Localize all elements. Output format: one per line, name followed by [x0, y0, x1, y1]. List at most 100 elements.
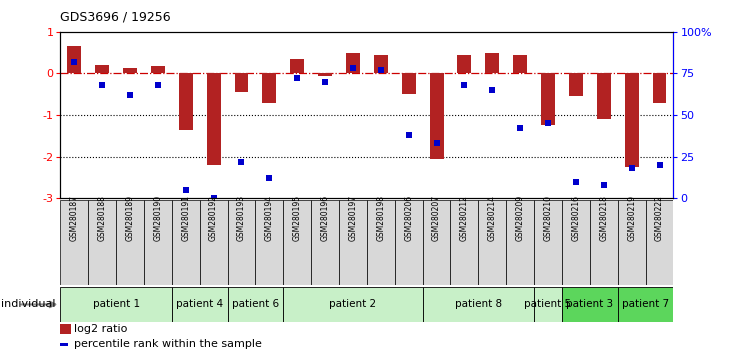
FancyBboxPatch shape	[618, 200, 645, 285]
Text: log2 ratio: log2 ratio	[74, 324, 127, 334]
Text: patient 5: patient 5	[525, 299, 572, 309]
FancyBboxPatch shape	[116, 200, 144, 285]
FancyBboxPatch shape	[562, 287, 618, 322]
FancyBboxPatch shape	[227, 287, 283, 322]
Text: patient 3: patient 3	[566, 299, 613, 309]
Point	[431, 141, 442, 146]
FancyBboxPatch shape	[171, 200, 199, 285]
FancyBboxPatch shape	[618, 287, 673, 322]
FancyBboxPatch shape	[144, 200, 171, 285]
Point	[403, 132, 414, 138]
Point	[124, 92, 136, 98]
FancyBboxPatch shape	[422, 200, 450, 285]
Bar	[458, 55, 471, 74]
Text: GSM280191: GSM280191	[181, 195, 191, 241]
Text: GSM280187: GSM280187	[70, 195, 79, 241]
Bar	[318, 74, 332, 75]
Point	[291, 76, 303, 81]
FancyBboxPatch shape	[534, 287, 562, 322]
FancyBboxPatch shape	[562, 200, 590, 285]
Point	[263, 176, 275, 181]
Point	[486, 87, 498, 93]
Bar	[346, 53, 360, 74]
FancyBboxPatch shape	[255, 200, 283, 285]
FancyBboxPatch shape	[422, 287, 534, 322]
Text: patient 2: patient 2	[330, 299, 377, 309]
Bar	[290, 59, 304, 74]
FancyBboxPatch shape	[367, 200, 394, 285]
Text: patient 6: patient 6	[232, 299, 279, 309]
Point	[208, 195, 219, 201]
FancyBboxPatch shape	[171, 287, 227, 322]
Text: GSM280222: GSM280222	[655, 195, 664, 241]
Text: GSM280197: GSM280197	[348, 195, 358, 241]
Text: GSM280209: GSM280209	[516, 195, 525, 241]
Bar	[541, 74, 555, 125]
Text: GSM280216: GSM280216	[571, 195, 581, 241]
FancyBboxPatch shape	[394, 200, 422, 285]
Bar	[625, 74, 639, 167]
Point	[654, 162, 665, 168]
FancyBboxPatch shape	[60, 287, 171, 322]
Text: GSM280190: GSM280190	[153, 195, 163, 241]
Point	[626, 165, 637, 171]
Point	[542, 120, 554, 126]
Point	[598, 182, 609, 188]
Bar	[402, 74, 416, 94]
Text: GSM280189: GSM280189	[126, 195, 135, 241]
FancyBboxPatch shape	[311, 200, 339, 285]
Bar	[263, 74, 276, 103]
Text: GSM280188: GSM280188	[98, 195, 107, 241]
Point	[459, 82, 470, 88]
Text: GDS3696 / 19256: GDS3696 / 19256	[60, 11, 171, 24]
Text: GSM280206: GSM280206	[404, 195, 413, 241]
Text: patient 7: patient 7	[622, 299, 669, 309]
Point	[514, 126, 526, 131]
Bar	[151, 66, 165, 74]
Point	[375, 67, 386, 73]
FancyBboxPatch shape	[283, 287, 422, 322]
FancyBboxPatch shape	[506, 200, 534, 285]
FancyBboxPatch shape	[60, 200, 88, 285]
Text: individual: individual	[1, 299, 56, 309]
Bar	[513, 55, 527, 74]
Text: GSM280210: GSM280210	[543, 195, 553, 241]
Bar	[67, 46, 81, 74]
FancyBboxPatch shape	[283, 200, 311, 285]
Bar	[569, 74, 583, 96]
Point	[180, 187, 191, 193]
Text: GSM280196: GSM280196	[321, 195, 330, 241]
Text: GSM280193: GSM280193	[237, 195, 246, 241]
Point	[347, 65, 359, 71]
FancyBboxPatch shape	[88, 200, 116, 285]
Text: patient 1: patient 1	[93, 299, 140, 309]
Point	[152, 82, 164, 88]
Text: GSM280214: GSM280214	[488, 195, 497, 241]
FancyBboxPatch shape	[534, 200, 562, 285]
Text: GSM280192: GSM280192	[209, 195, 218, 241]
Text: GSM280195: GSM280195	[293, 195, 302, 241]
Bar	[430, 74, 444, 159]
Text: GSM280212: GSM280212	[460, 195, 469, 241]
Point	[319, 79, 331, 85]
FancyBboxPatch shape	[645, 200, 673, 285]
Bar	[235, 74, 249, 92]
Point	[96, 82, 108, 88]
FancyBboxPatch shape	[339, 200, 367, 285]
Text: GSM280207: GSM280207	[432, 195, 441, 241]
FancyBboxPatch shape	[450, 200, 478, 285]
Text: GSM280219: GSM280219	[627, 195, 636, 241]
Bar	[95, 65, 109, 74]
Bar	[374, 55, 388, 74]
FancyBboxPatch shape	[478, 200, 506, 285]
Text: GSM280194: GSM280194	[265, 195, 274, 241]
Text: patient 8: patient 8	[455, 299, 502, 309]
Bar	[207, 74, 221, 165]
Bar	[179, 74, 193, 130]
FancyBboxPatch shape	[199, 200, 227, 285]
Text: GSM280218: GSM280218	[599, 195, 608, 241]
Point	[236, 159, 247, 165]
Text: percentile rank within the sample: percentile rank within the sample	[74, 339, 261, 349]
Bar	[123, 68, 137, 74]
Point	[68, 59, 80, 65]
